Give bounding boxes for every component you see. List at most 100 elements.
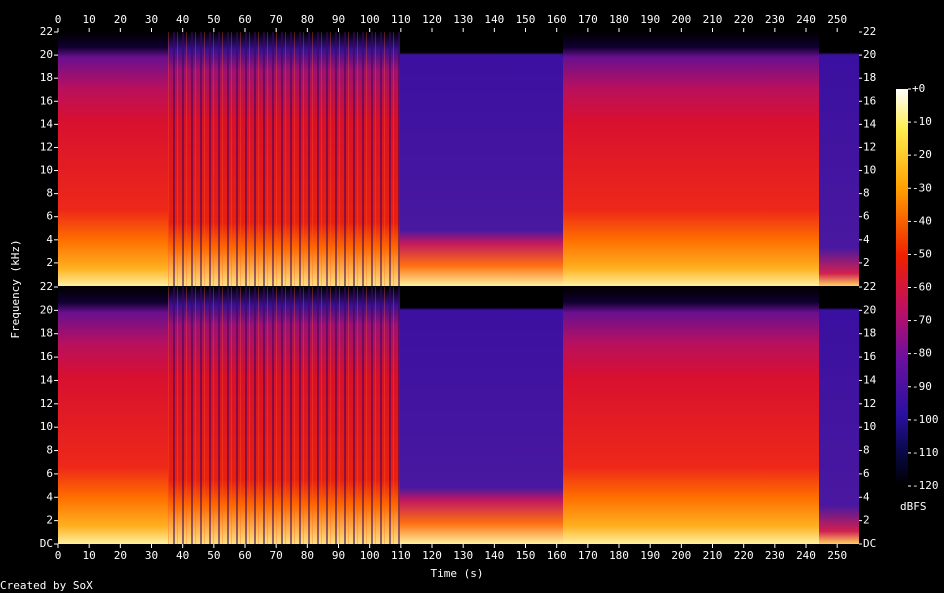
- x-tick-label: 130: [453, 549, 473, 562]
- y-tick-label: 16: [40, 350, 53, 363]
- x-tick-label: 0: [55, 13, 62, 26]
- x-tick-label: 60: [238, 13, 251, 26]
- y-tick-label: 6: [863, 467, 870, 480]
- y-tick-label: 12: [40, 140, 53, 153]
- x-tick-label: 160: [547, 549, 567, 562]
- y-tick-label: 20: [40, 48, 53, 61]
- colorbar-tick-label: -70: [912, 314, 932, 327]
- x-tick-label: 100: [360, 549, 380, 562]
- y-tick-label: 22: [40, 25, 53, 38]
- y-tick-label: 16: [863, 350, 876, 363]
- y-tick-label: 2: [46, 256, 53, 269]
- y-tick-label: 12: [40, 397, 53, 410]
- y-tick-label: 8: [46, 444, 53, 457]
- y-tick-label: 10: [863, 164, 876, 177]
- x-tick-label: 200: [671, 549, 691, 562]
- y-tick-label: 10: [863, 420, 876, 433]
- y-tick-label: 10: [40, 164, 53, 177]
- spectrogram-top: [58, 32, 859, 286]
- y-tick-label: 4: [46, 490, 53, 503]
- y-tick-label: 6: [46, 467, 53, 480]
- y-tick-label: 12: [863, 140, 876, 153]
- x-tick-label: 240: [796, 549, 816, 562]
- y-tick-label: 18: [863, 327, 876, 340]
- x-tick-label: 90: [332, 549, 345, 562]
- y-tick-label: 8: [863, 444, 870, 457]
- y-tick-label: DC: [863, 537, 876, 550]
- y-tick-label: 22: [40, 280, 53, 293]
- x-tick-label: 250: [827, 13, 847, 26]
- x-tick-label: 70: [270, 549, 283, 562]
- y-tick-label: 8: [863, 187, 870, 200]
- x-tick-label: 150: [516, 549, 536, 562]
- x-tick-label: 0: [55, 549, 62, 562]
- x-tick-label: 240: [796, 13, 816, 26]
- x-tick-label: 70: [270, 13, 283, 26]
- y-tick-label: 16: [863, 94, 876, 107]
- x-tick-label: 110: [391, 13, 411, 26]
- colorbar: [896, 89, 908, 486]
- y-tick-label: 14: [40, 117, 54, 130]
- y-tick-label: 10: [40, 420, 53, 433]
- colorbar-tick-label: -60: [912, 281, 932, 294]
- x-tick-label: 40: [176, 13, 189, 26]
- x-axis-label: Time (s): [431, 567, 484, 580]
- x-tick-label: 250: [827, 549, 847, 562]
- x-tick-label: 180: [609, 13, 629, 26]
- x-tick-label: 50: [207, 549, 220, 562]
- x-tick-label: 30: [145, 549, 158, 562]
- y-tick-label: 14: [863, 373, 877, 386]
- y-tick-label: 18: [40, 327, 53, 340]
- colorbar-tick-label: -90: [912, 380, 932, 393]
- y-tick-label: 20: [863, 48, 876, 61]
- y-tick-label: 2: [863, 256, 870, 269]
- colorbar-tick-label: -100: [912, 413, 939, 426]
- x-tick-label: 10: [83, 549, 96, 562]
- colorbar-tick-label: -80: [912, 347, 932, 360]
- x-tick-label: 120: [422, 13, 442, 26]
- x-tick-label: 140: [484, 549, 504, 562]
- x-tick-label: 200: [671, 13, 691, 26]
- y-tick-label: 18: [40, 71, 53, 84]
- y-tick-label: 4: [863, 490, 870, 503]
- y-tick-label: 6: [46, 210, 53, 223]
- colorbar-tick-label: -30: [912, 181, 932, 194]
- x-tick-label: 110: [391, 549, 411, 562]
- y-tick-label: 14: [40, 373, 54, 386]
- colorbar-tick-label: -110: [912, 446, 939, 459]
- colorbar-tick-label: -120: [912, 479, 939, 492]
- y-tick-label: DC: [40, 537, 53, 550]
- x-tick-label: 220: [734, 549, 754, 562]
- y-tick-label: 2: [46, 514, 53, 527]
- x-tick-label: 170: [578, 549, 598, 562]
- x-tick-label: 30: [145, 13, 158, 26]
- x-tick-label: 90: [332, 13, 345, 26]
- x-tick-label: 50: [207, 13, 220, 26]
- footer: Created by SoX: [0, 579, 93, 592]
- x-tick-label: 40: [176, 549, 189, 562]
- x-tick-label: 80: [301, 549, 314, 562]
- x-tick-label: 20: [114, 549, 127, 562]
- y-tick-label: 4: [863, 233, 870, 246]
- colorbar-tick-label: -20: [912, 148, 932, 161]
- x-tick-label: 10: [83, 13, 96, 26]
- x-tick-label: 170: [578, 13, 598, 26]
- y-tick-label: 12: [863, 397, 876, 410]
- x-tick-label: 190: [640, 549, 660, 562]
- y-tick-label: 6: [863, 210, 870, 223]
- y-tick-label: 20: [40, 303, 53, 316]
- y-tick-label: 4: [46, 233, 53, 246]
- y-tick-label: 14: [863, 117, 877, 130]
- x-tick-label: 190: [640, 13, 660, 26]
- x-tick-label: 140: [484, 13, 504, 26]
- y-axis-label: Frequency (kHz): [9, 239, 22, 338]
- x-tick-label: 60: [238, 549, 251, 562]
- x-tick-label: 210: [703, 549, 723, 562]
- y-tick-label: 8: [46, 187, 53, 200]
- x-tick-label: 230: [765, 13, 785, 26]
- colorbar-tick-label: -40: [912, 214, 932, 227]
- spectrogram-bottom: [58, 287, 859, 544]
- x-tick-label: 80: [301, 13, 314, 26]
